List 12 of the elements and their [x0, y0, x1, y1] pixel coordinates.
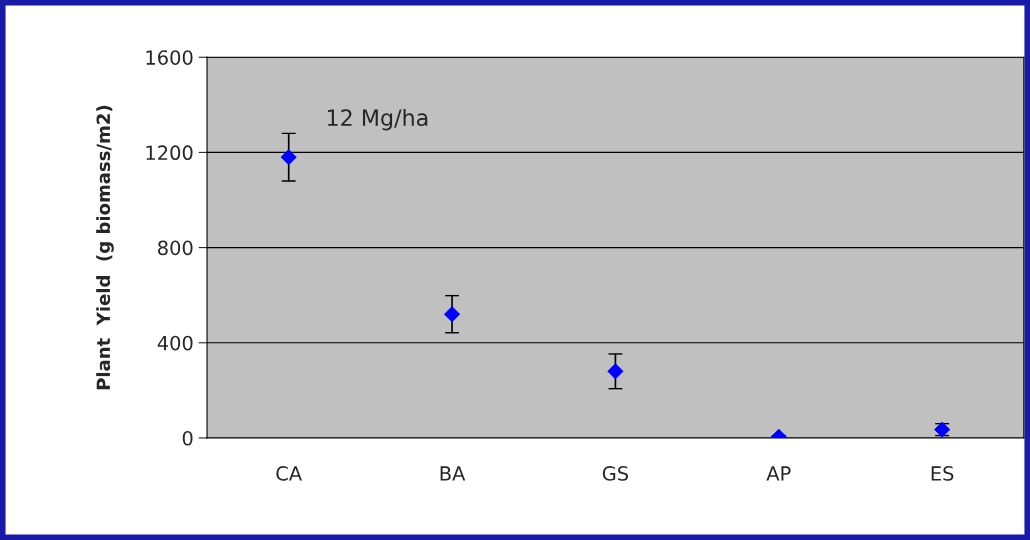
x-tick-label: ES: [931, 466, 954, 481]
y-tick-label: 0: [182, 430, 193, 446]
x-tick-label: CA: [276, 466, 302, 481]
x-tick-label: BA: [440, 466, 466, 481]
y-axis-title: Plant Yield (g biomass/m2): [96, 105, 114, 390]
annotation: 12 Mg/ha: [327, 108, 428, 131]
y-tick-label: 400: [157, 335, 193, 351]
y-tick-label: 1200: [146, 145, 193, 161]
y-tick-label: 800: [158, 240, 193, 256]
x-tick-label: AP: [766, 466, 791, 481]
x-tick-label: GS: [602, 466, 629, 481]
y-tick-label: 1600: [146, 50, 193, 65]
